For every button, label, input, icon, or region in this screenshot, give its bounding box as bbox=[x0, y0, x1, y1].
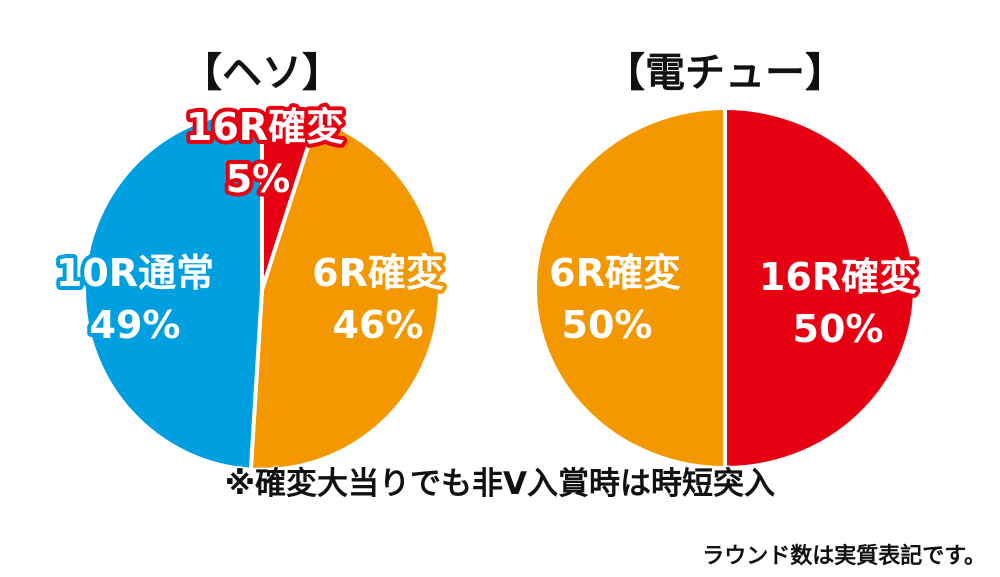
footnote: ※確変大当りでも非V入賞時は時短突入 bbox=[224, 466, 776, 502]
heso-slice-16r-label: 16R確変 bbox=[186, 105, 344, 149]
denchu-slice-16r-label: 16R確変 bbox=[759, 255, 917, 299]
source-note: ラウンド数は実質表記です。 bbox=[702, 544, 986, 569]
heso-pie-chart: 【ヘソ】 16R確変 5% 6R確変 46% 10R通常 49% bbox=[52, 50, 448, 472]
heso-slice-6r bbox=[248, 116, 442, 472]
heso-slice-16r-percent: 5% bbox=[226, 157, 291, 201]
denchu-slice-6r-label: 6R確変 bbox=[549, 251, 681, 295]
denchu-slice-6r-percent: 50% bbox=[562, 303, 653, 347]
denchu-pie-chart: 【電チュー】 16R確変 50% 6R確変 50% bbox=[533, 50, 921, 470]
heso-slice-6r-label: 6R確変 bbox=[312, 251, 444, 295]
heso-chart-title: 【ヘソ】 bbox=[182, 50, 342, 96]
heso-slice-10r-percent: 49% bbox=[90, 303, 181, 347]
denchu-slice-6r bbox=[533, 106, 727, 470]
heso-slice-6r-percent: 46% bbox=[333, 303, 424, 347]
denchu-slice-16r bbox=[723, 106, 917, 470]
heso-slice-10r-label: 10R通常 bbox=[56, 251, 214, 295]
denchu-slice-16r-percent: 50% bbox=[793, 307, 884, 351]
denchu-chart-title: 【電チュー】 bbox=[605, 50, 845, 96]
heso-slice-10r bbox=[82, 108, 264, 472]
